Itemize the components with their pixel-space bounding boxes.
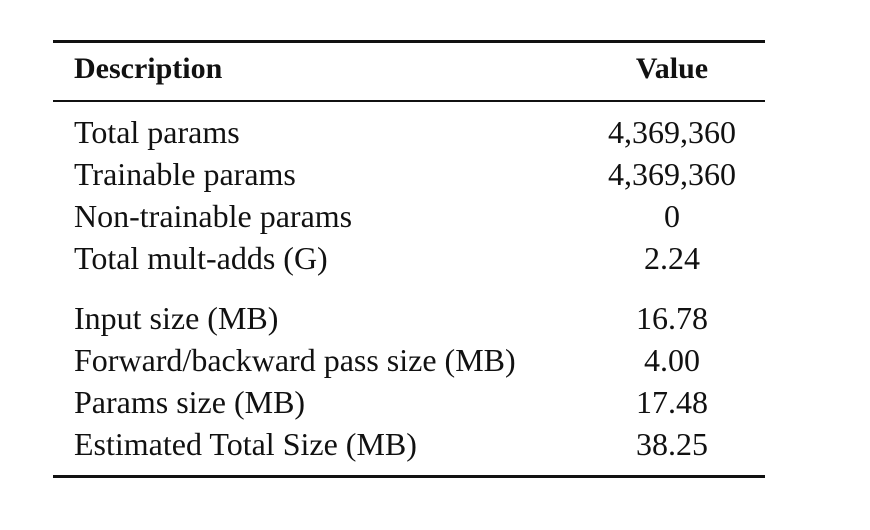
row-value: 17.48 (636, 384, 708, 420)
table-group-sizes: Input size (MB) 16.78 Forward/backward p… (0, 298, 870, 466)
row-value: 4,369,360 (608, 156, 736, 192)
row-label: Trainable params (74, 156, 296, 192)
table-row: Total params 4,369,360 (0, 112, 870, 154)
table-group-params: Total params 4,369,360 Trainable params … (0, 112, 870, 280)
row-value: 2.24 (644, 240, 700, 276)
table-top-rule (53, 40, 765, 43)
row-label: Non-trainable params (74, 198, 353, 234)
table-row: Non-trainable params 0 (0, 196, 870, 238)
row-label: Forward/backward pass size (MB) (74, 342, 516, 378)
row-label: Params size (MB) (74, 384, 306, 420)
row-value: 16.78 (636, 300, 708, 336)
table-row: Params size (MB) 17.48 (0, 382, 870, 424)
row-label: Total mult-adds (G) (74, 240, 328, 276)
table-row: Trainable params 4,369,360 (0, 154, 870, 196)
table-row: Input size (MB) 16.78 (0, 298, 870, 340)
row-value: 38.25 (636, 426, 708, 462)
table-row: Total mult-adds (G) 2.24 (0, 238, 870, 280)
table-header-row: Description Value (0, 52, 870, 92)
table-row: Forward/backward pass size (MB) 4.00 (0, 340, 870, 382)
row-label: Total params (74, 114, 240, 150)
table-header-rule (53, 100, 765, 102)
header-description: Description (74, 52, 223, 85)
row-label: Input size (MB) (74, 300, 279, 336)
row-value: 0 (664, 198, 680, 234)
row-value: 4,369,360 (608, 114, 736, 150)
header-value: Value (635, 52, 709, 85)
table-bottom-rule (53, 475, 765, 478)
row-value: 4.00 (644, 342, 700, 378)
table-row: Estimated Total Size (MB) 38.25 (0, 424, 870, 466)
row-label: Estimated Total Size (MB) (74, 426, 417, 462)
